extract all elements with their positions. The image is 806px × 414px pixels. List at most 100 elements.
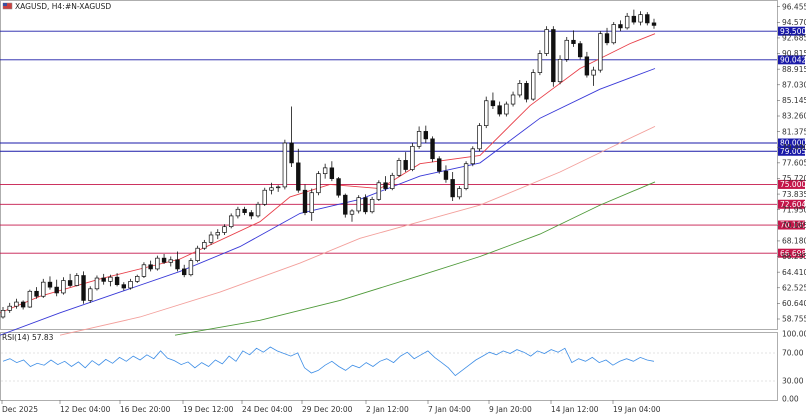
- candle-body: [510, 94, 516, 105]
- price-tick-label: 90.815: [782, 49, 806, 58]
- price-tick-label: 79.490: [782, 143, 806, 152]
- moving-averages: [0, 33, 656, 336]
- candle-body: [363, 197, 368, 213]
- level-label: 66.698: [780, 249, 806, 258]
- candle-body: [195, 247, 200, 261]
- rsi-axis: 100.00 70.00 30.00 0.00: [782, 330, 806, 404]
- level-label: 75.000: [780, 180, 806, 189]
- flag-stripe: [3, 3, 7, 6]
- candle-body: [108, 276, 113, 282]
- candle-body: [443, 170, 449, 180]
- candle-body: [289, 142, 294, 164]
- candles: [0, 9, 657, 319]
- candle-body: [463, 163, 469, 189]
- time-tick-label: 7 Jan 04:00: [428, 405, 471, 414]
- level-label: 79.005: [780, 147, 806, 156]
- time-tick-label: 9 Jan 20:00: [489, 405, 532, 414]
- candle-body: [81, 275, 86, 301]
- candle-body: [604, 33, 610, 44]
- moving-average-line: [0, 68, 656, 336]
- level-badge: [778, 248, 805, 258]
- level-label: 80.000: [780, 139, 806, 148]
- candle-body: [557, 58, 563, 83]
- price-tick-label: 66.295: [782, 252, 806, 261]
- level-label: 93.500: [780, 27, 806, 36]
- candle-body: [416, 131, 422, 147]
- time-tick-label: 2 Jan 12:00: [366, 405, 409, 414]
- price-tick-label: 83.260: [782, 112, 806, 121]
- price-tick-label: 64.410: [782, 268, 806, 277]
- level-badge: [778, 220, 805, 230]
- price-tick-label: 96.455: [782, 2, 806, 11]
- symbol-description: #N-XAGUSD: [65, 2, 111, 11]
- price-tick-label: 85.145: [782, 96, 806, 105]
- rsi-label: RSI(14) 57.83: [2, 333, 54, 342]
- candle-body: [34, 290, 39, 297]
- price-tick-label: 87.030: [782, 80, 806, 89]
- candle-body: [490, 100, 496, 107]
- candle-body: [121, 284, 126, 289]
- candle-body: [457, 188, 462, 198]
- candle-body: [403, 160, 408, 170]
- rsi-panel-frame: [0, 332, 778, 401]
- time-tick-label: Dec 2025: [2, 405, 38, 414]
- candle-body: [450, 179, 455, 198]
- candle-body: [148, 264, 153, 270]
- candle-body: [383, 182, 388, 189]
- candle-body: [470, 148, 475, 165]
- candle-body: [376, 182, 382, 200]
- candle-body: [202, 242, 207, 249]
- rsi-tick-label: 0.00: [782, 395, 799, 404]
- level-badge: [778, 146, 805, 156]
- candle-body: [497, 105, 502, 115]
- rsi-polyline: [2, 346, 655, 377]
- candle-body: [235, 208, 241, 217]
- candle-body: [228, 215, 234, 228]
- price-tick-label: 81.375: [782, 127, 806, 136]
- candle-body: [631, 15, 637, 23]
- candle-body: [624, 15, 630, 29]
- price-tick-label: 92.685: [782, 34, 806, 43]
- candle-body: [611, 24, 616, 44]
- time-axis: Dec 2025 12 Dec 04:00 16 Dec 20:00 19 Dec 1…: [1, 400, 661, 414]
- price-axis: 96.455 94.570 92.685 90.815 88.915 87.030 85.1…: [777, 2, 806, 324]
- level-badge: [778, 199, 805, 209]
- candle-body: [296, 162, 301, 191]
- candle-body: [577, 43, 583, 58]
- candle-body: [356, 197, 361, 212]
- candle-body: [249, 212, 254, 217]
- candle-body: [41, 281, 46, 297]
- candle-body: [161, 257, 167, 263]
- candle-body: [504, 103, 509, 115]
- candle-body: [0, 309, 6, 318]
- candle-body: [135, 276, 140, 282]
- time-tick-label: 12 Dec 04:00: [60, 405, 111, 414]
- level-badge: [778, 138, 805, 148]
- time-tick-label: 19 Dec 12:00: [183, 405, 234, 414]
- candle-body: [61, 280, 66, 294]
- candle-body: [128, 281, 133, 289]
- candle-body: [114, 276, 120, 286]
- candle-body: [430, 138, 435, 160]
- main-chart-frame: [0, 0, 778, 330]
- candle-body: [336, 178, 341, 196]
- moving-average-line: [59, 125, 656, 336]
- level-badge: [778, 55, 805, 65]
- price-tick-label: 60.640: [782, 299, 806, 308]
- candle-body: [182, 268, 187, 276]
- candle-body: [222, 226, 227, 233]
- candle-body: [20, 301, 26, 308]
- rsi-tick-label: 100.00: [782, 330, 806, 339]
- level-badge: [778, 26, 805, 36]
- candle-body: [477, 125, 482, 150]
- candle-body: [47, 281, 53, 288]
- candle-body: [175, 259, 180, 270]
- level-badge: [778, 179, 805, 189]
- candle-body: [269, 187, 274, 191]
- candle-body: [275, 186, 281, 189]
- candle-body: [101, 277, 106, 282]
- candle-body: [410, 145, 415, 170]
- candle-body: [343, 194, 348, 215]
- chart-header: XAGUSD, H4: #N-XAGUSD: [2, 2, 111, 11]
